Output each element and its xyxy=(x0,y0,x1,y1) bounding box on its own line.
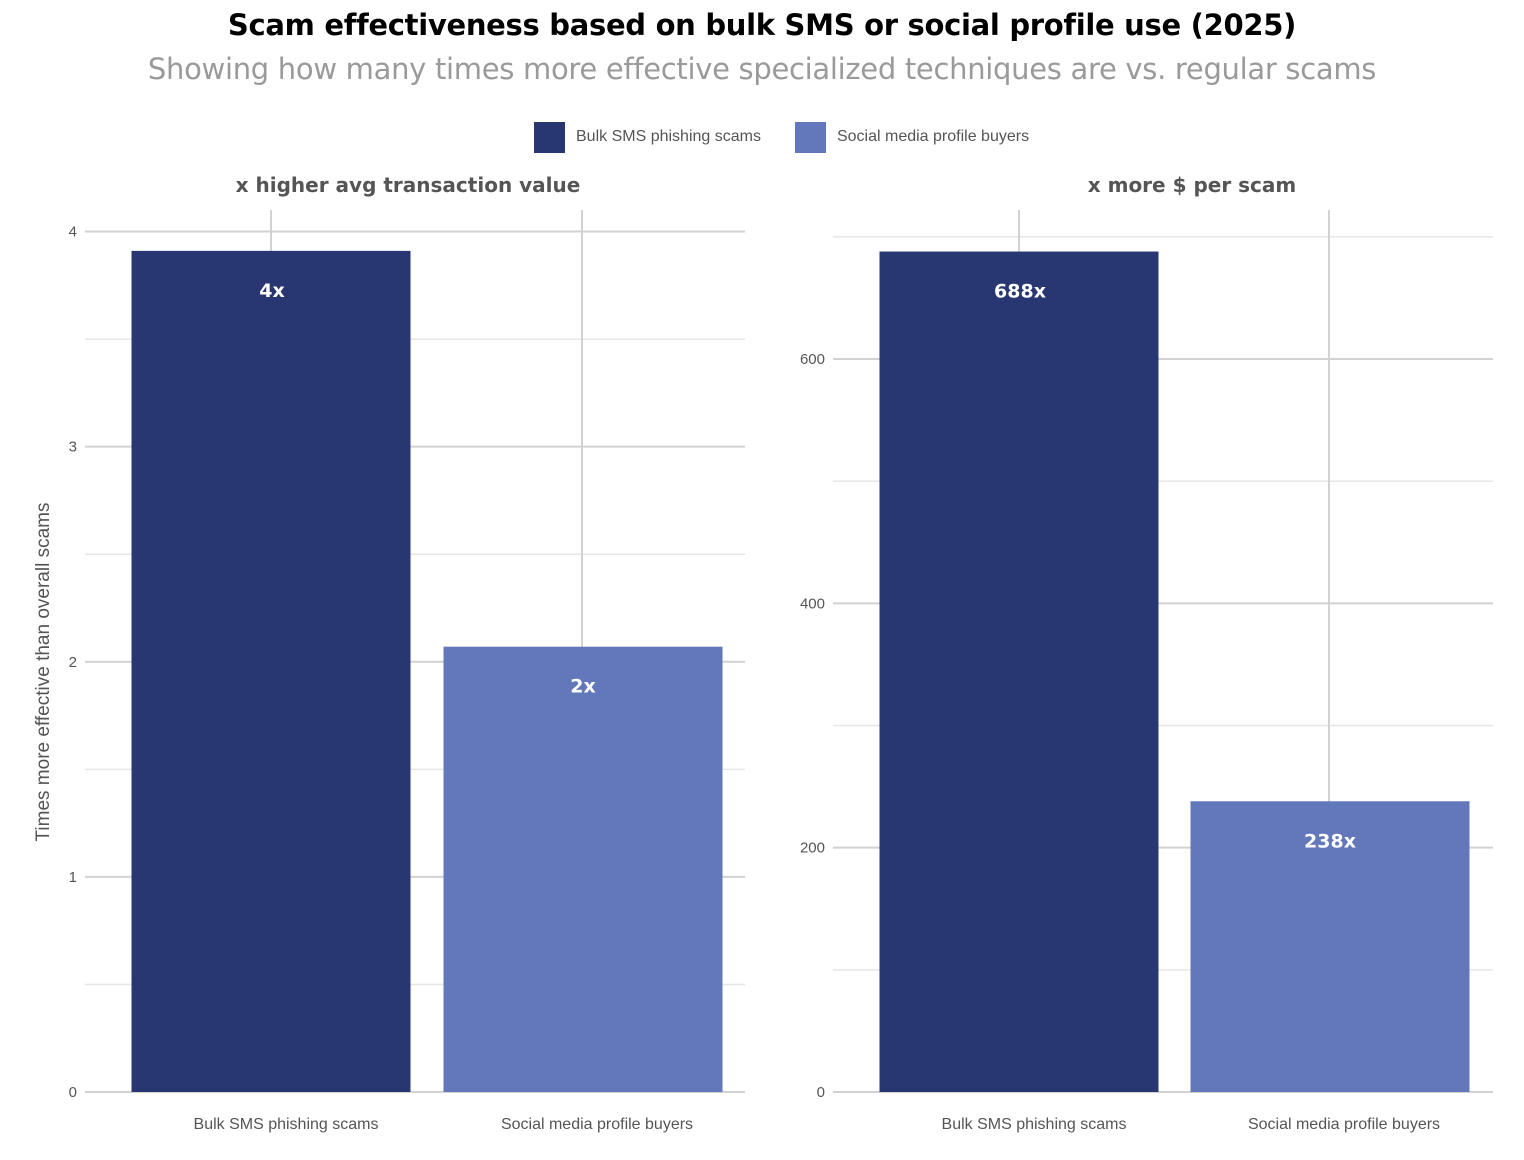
y-tick-label: 4 xyxy=(69,224,77,241)
y-tick-label: 1 xyxy=(69,869,77,886)
legend-swatch-social-media xyxy=(794,121,826,153)
bar-social-media xyxy=(1190,801,1470,1092)
legend-item-social-media: Social media profile buyers xyxy=(794,121,1030,153)
y-tick-label: 200 xyxy=(800,840,825,857)
y-tick-label: 600 xyxy=(800,351,825,368)
x-tick-label: Social media profile buyers xyxy=(501,1116,693,1133)
bar-data-label: 4x xyxy=(259,280,284,302)
legend-swatch-bulk-sms xyxy=(534,121,565,153)
chart-title: Scam effectiveness based on bulk SMS or … xyxy=(227,8,1297,42)
panel-title: x more $ per scam xyxy=(1088,173,1297,197)
y-tick-label: 400 xyxy=(800,595,825,612)
y-tick-label: 0 xyxy=(817,1084,825,1101)
x-tick-label: Social media profile buyers xyxy=(1248,1116,1440,1133)
bar-data-label: 238x xyxy=(1304,830,1356,852)
x-tick-label: Bulk SMS phishing scams xyxy=(194,1116,379,1133)
legend-label-social-media: Social media profile buyers xyxy=(836,128,1030,145)
bar-data-label: 688x xyxy=(994,281,1046,303)
bar-bulk-sms xyxy=(879,251,1159,1093)
legend: Bulk SMS phishing scams Social media pro… xyxy=(534,121,1063,153)
y-tick-label: 3 xyxy=(69,439,77,456)
panel-title: x higher avg transaction value xyxy=(236,173,581,197)
bar-bulk-sms xyxy=(131,250,411,1092)
panel-2: 0 200 400 600 688x 238x Bulk SMS phishing scam… xyxy=(800,173,1493,1133)
bar-social-media xyxy=(443,646,723,1092)
y-axis-label: Times more effective than overall scams xyxy=(33,503,54,842)
legend-item-bulk-sms: Bulk SMS phishing scams xyxy=(534,121,761,153)
panel-1: 0 1 2 3 4 4x 2x Bulk SMS phishing scams Social m… xyxy=(33,173,745,1133)
chart-subtitle: Showing how many times more effective sp… xyxy=(147,52,1377,86)
x-tick-label: Bulk SMS phishing scams xyxy=(942,1116,1127,1133)
y-tick-label: 2 xyxy=(69,654,77,671)
legend-label-bulk-sms: Bulk SMS phishing scams xyxy=(576,128,761,145)
bar-data-label: 2x xyxy=(570,676,595,698)
y-tick-label: 0 xyxy=(69,1084,77,1101)
